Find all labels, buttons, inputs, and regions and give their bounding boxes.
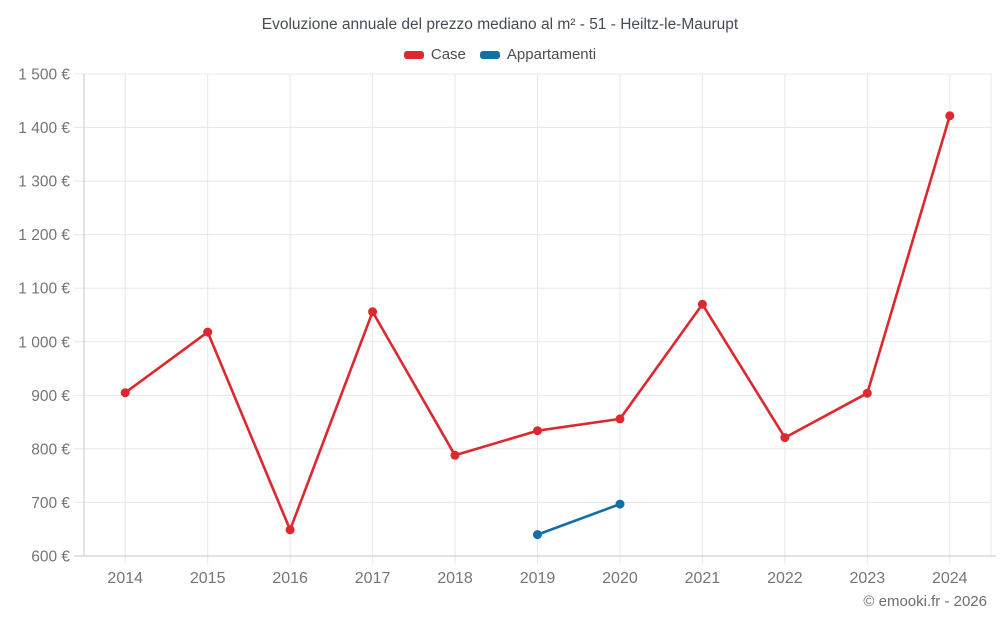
- legend: Case Appartamenti: [0, 46, 1000, 63]
- x-tick-label: 2023: [850, 570, 886, 587]
- series-appartamenti: [533, 499, 625, 540]
- y-tick-label: 1 100 €: [18, 281, 70, 298]
- data-point-case-2015: [203, 327, 213, 337]
- data-point-case-2017: [368, 307, 378, 317]
- data-point-appartamenti-2019: [533, 530, 542, 540]
- x-tick-label: 2019: [520, 570, 556, 587]
- x-tick-label: 2016: [272, 570, 308, 587]
- y-tick-label: 900 €: [31, 388, 70, 405]
- x-tick-label: 2017: [355, 570, 391, 587]
- attribution: © emooki.fr - 2026: [863, 593, 987, 610]
- y-tick-label: 800 €: [31, 441, 70, 458]
- chart-title: Evoluzione annuale del prezzo mediano al…: [261, 16, 739, 33]
- axis-lines: [74, 74, 996, 557]
- legend-label-appartamenti: Appartamenti: [506, 46, 597, 63]
- legend-item-case[interactable]: Case: [403, 46, 466, 63]
- x-axis-labels: 2014 2015 2016 2017 2018 2019 2020 2021 2022 2023…: [107, 570, 967, 587]
- legend-swatch-case-icon: [403, 50, 424, 59]
- gridlines: [74, 73, 992, 564]
- y-tick-label: 1 400 €: [18, 120, 70, 137]
- data-point-case-2022: [780, 433, 790, 443]
- x-tick-label: 2020: [602, 570, 638, 587]
- data-point-case-2014: [120, 388, 130, 398]
- data-point-appartamenti-2020: [615, 499, 625, 509]
- y-tick-label: 700 €: [31, 495, 70, 512]
- data-point-case-2016: [285, 525, 295, 535]
- y-axis-labels: 600 € 700 € 800 € 900 € 1 000 € 1 100 € 1 200 …: [18, 67, 70, 566]
- data-point-case-2023: [862, 388, 872, 398]
- x-tick-label: 2022: [767, 570, 803, 587]
- x-tick-label: 2024: [932, 570, 968, 587]
- y-tick-label: 600 €: [31, 549, 70, 566]
- y-tick-label: 1 500 €: [18, 67, 70, 84]
- x-tick-label: 2014: [107, 570, 143, 587]
- y-tick-label: 1 200 €: [18, 227, 70, 244]
- y-tick-label: 1 300 €: [18, 174, 70, 191]
- x-tick-label: 2018: [437, 570, 473, 587]
- data-point-case-2019: [533, 426, 542, 436]
- series-case: [120, 111, 955, 535]
- data-point-case-2018: [450, 450, 460, 460]
- x-tick-label: 2015: [190, 570, 226, 587]
- x-tick-label: 2021: [685, 570, 721, 587]
- data-point-case-2024: [945, 111, 955, 121]
- legend-swatch-appartamenti-icon: [479, 50, 500, 59]
- data-point-case-2020: [615, 414, 625, 424]
- y-tick-label: 1 000 €: [18, 334, 70, 351]
- series-appartamenti-line: [536, 502, 622, 536]
- legend-item-appartamenti[interactable]: Appartamenti: [479, 46, 597, 63]
- legend-label-case: Case: [430, 46, 466, 63]
- data-point-case-2021: [697, 299, 707, 309]
